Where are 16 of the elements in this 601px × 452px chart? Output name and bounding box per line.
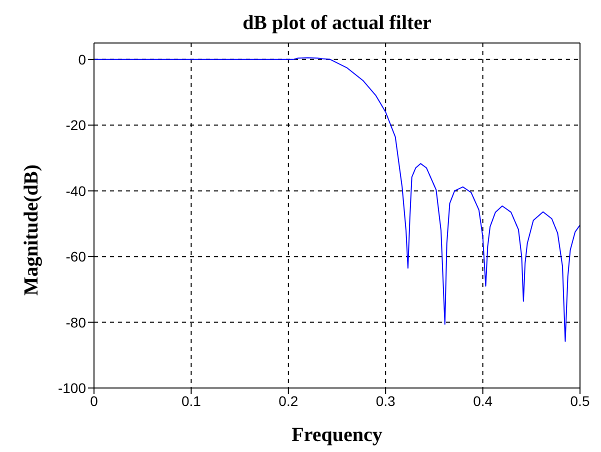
x-tick-label: 0.2 [278,392,298,409]
x-tick-label: 0.4 [473,392,493,409]
x-tick-label: 0.3 [376,392,396,409]
chart-title: dB plot of actual filter [242,12,432,35]
y-tick-label: -60 [66,248,86,265]
y-tick-label: 0 [78,51,86,68]
x-tick-label: 0.5 [570,392,590,409]
y-tick-label: -100 [58,380,86,396]
y-tick-label: -40 [66,182,86,199]
x-tick-label: 0 [90,392,98,409]
y-axis-title: Magnitude(dB) [20,164,44,296]
y-tick-label: -80 [66,314,86,330]
x-tick-label: 0.1 [181,392,202,409]
x-axis-title: Frequency [290,424,384,447]
y-tick-label: -20 [66,117,86,134]
line-series [94,57,580,342]
